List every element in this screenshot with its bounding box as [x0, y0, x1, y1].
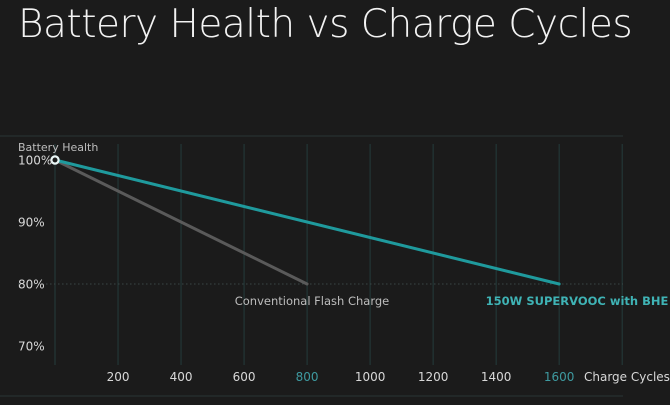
y-tick-label: 90% [18, 216, 45, 230]
x-tick-label: 200 [107, 370, 130, 384]
series-labels: Conventional Flash Charge 150W SUPERVOOC … [235, 294, 669, 308]
series-label-conventional: Conventional Flash Charge [235, 294, 390, 308]
series-line-150w-supervooc [53, 158, 561, 286]
y-tick-label: 100% [18, 154, 52, 168]
y-axis-label: Battery Health [18, 141, 98, 154]
chart-title: Battery Health vs Charge Cycles [18, 2, 633, 47]
x-tick-label: 1600 [544, 370, 575, 384]
start-point-marker [50, 155, 60, 165]
x-axis-label: Charge Cycles [584, 370, 670, 384]
x-tick-label: 1200 [418, 370, 449, 384]
x-tick-label: 1000 [355, 370, 386, 384]
x-tick-label: 1400 [481, 370, 512, 384]
series-line-conventional-flash-charge [53, 158, 309, 286]
series-label-supervooc: 150W SUPERVOOC with BHE [486, 294, 669, 308]
grid [0, 135, 623, 397]
y-tick-label: 70% [18, 340, 45, 354]
series-lines [50, 155, 561, 286]
y-tick-label: 80% [18, 278, 45, 292]
x-tick-label: 800 [296, 370, 319, 384]
x-tick-label: 400 [170, 370, 193, 384]
x-tick-label: 600 [233, 370, 256, 384]
